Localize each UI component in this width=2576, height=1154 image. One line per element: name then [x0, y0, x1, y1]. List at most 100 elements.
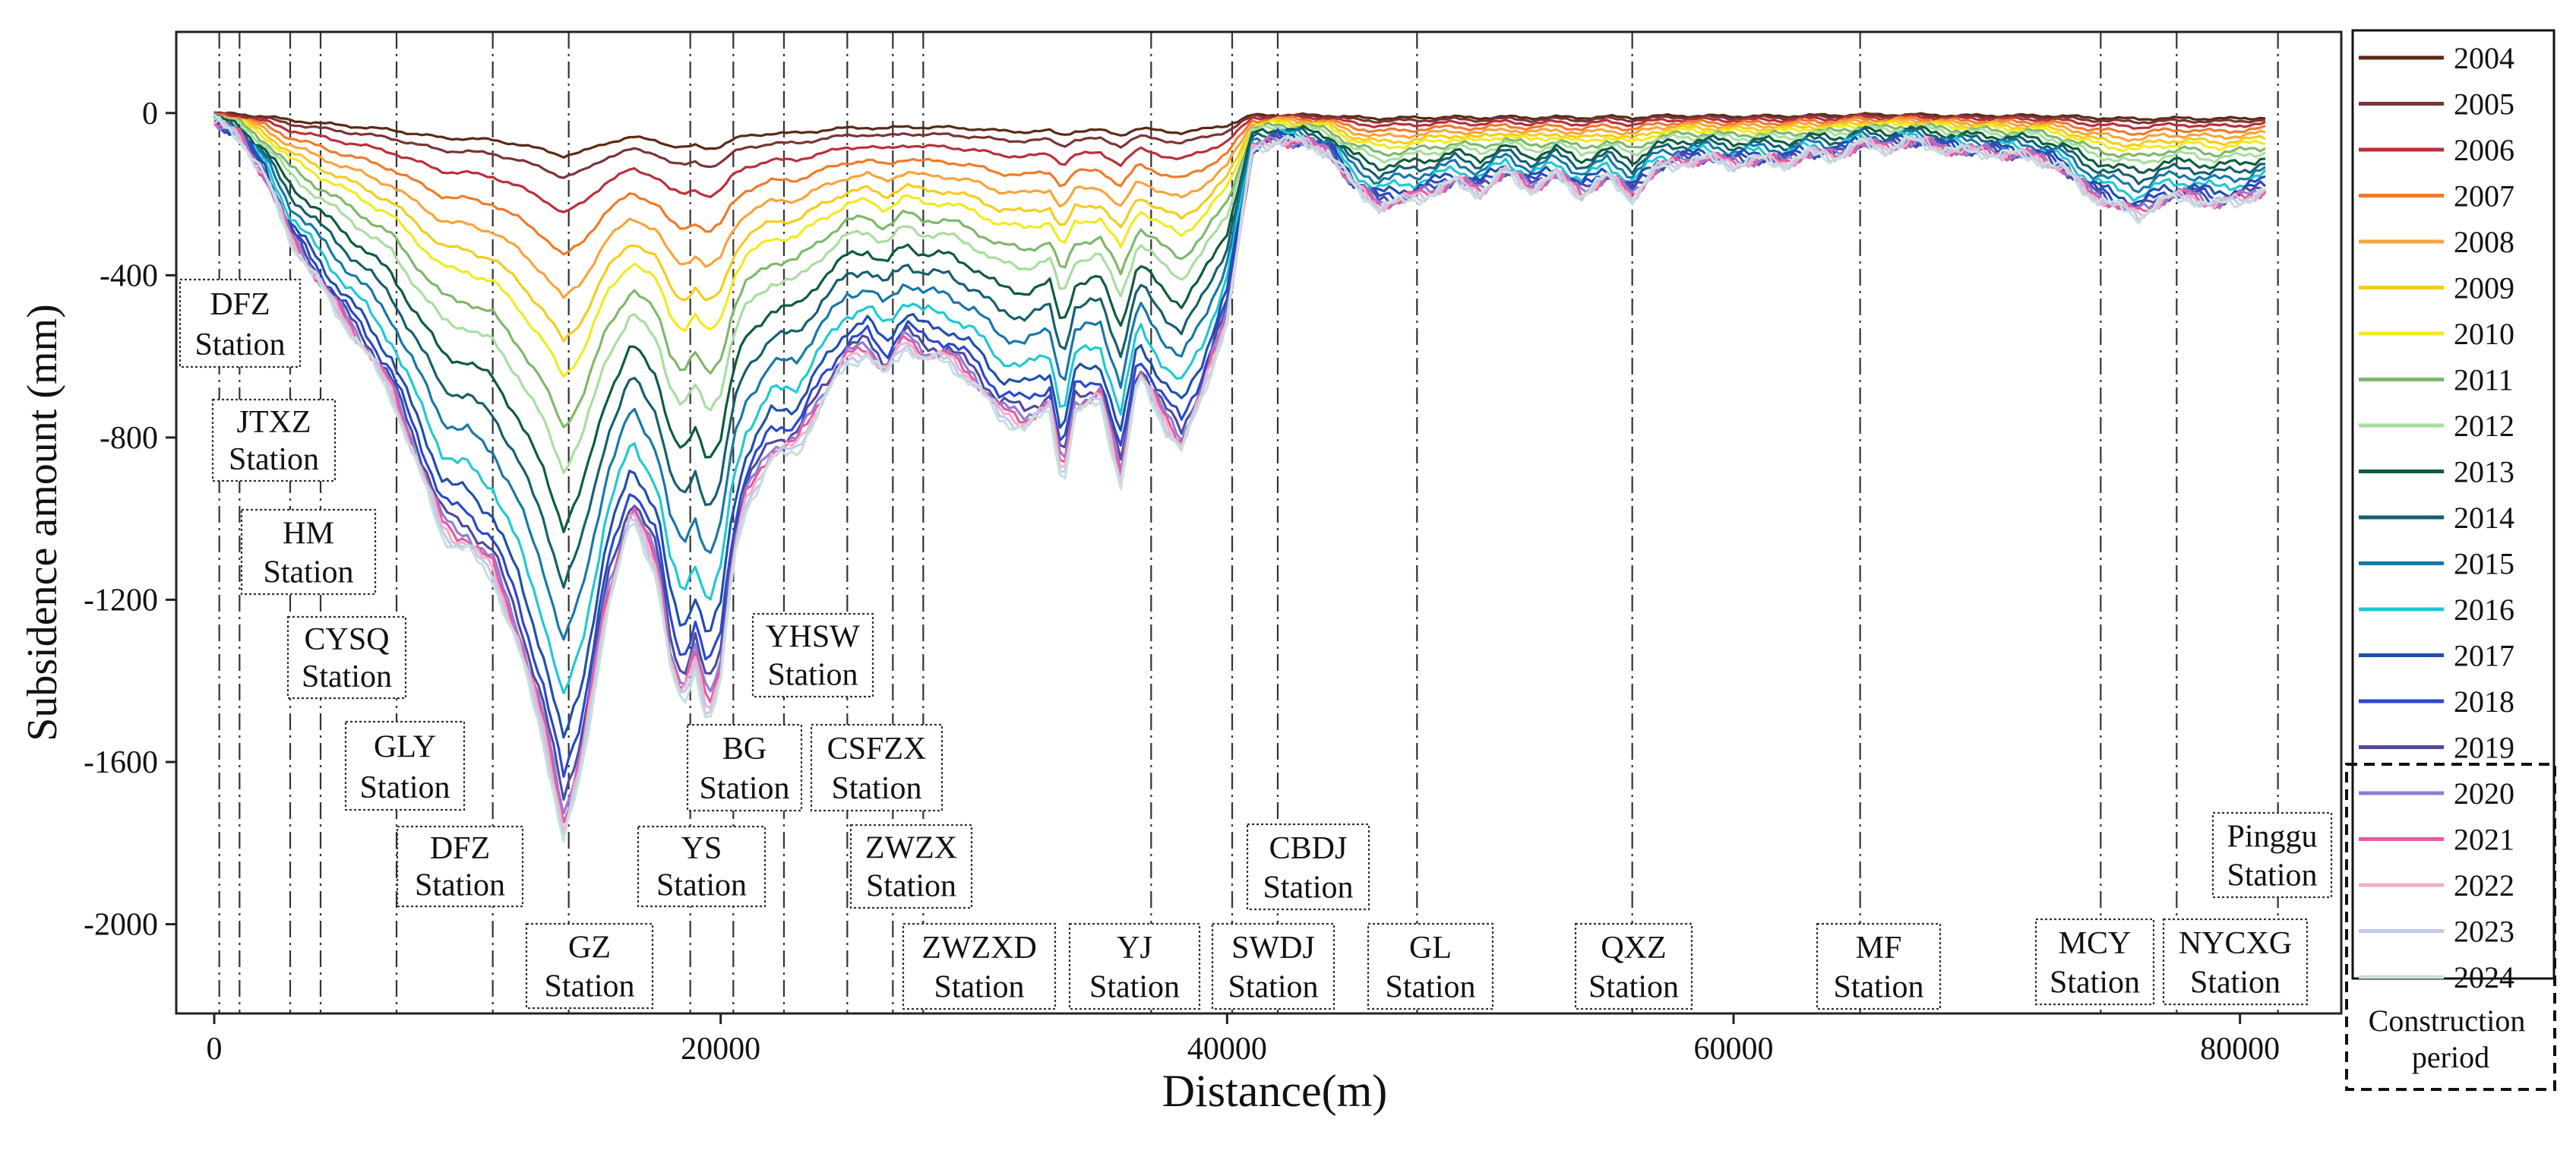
legend-item-2008: 2008: [2359, 225, 2514, 259]
series-line-2024: [213, 113, 2266, 843]
station-name: DFZ: [430, 831, 490, 866]
station-box: [179, 278, 302, 368]
legend-label: 2023: [2454, 915, 2514, 949]
legend-item-2020: 2020: [2359, 776, 2514, 811]
legend-item-2021: 2021: [2359, 823, 2514, 857]
station-box: [686, 723, 803, 812]
legend: 2004 2005 2006 2007 2008 2009 2010 2011 2012 2013…: [2359, 41, 2514, 994]
series-line-2016: [213, 115, 2267, 694]
station-label-6: GZ Station: [525, 922, 654, 1010]
legend-label: 2007: [2454, 179, 2514, 213]
legend-label: 2012: [2454, 409, 2514, 443]
legend-item-2006: 2006: [2359, 133, 2514, 167]
station-label-2: HM Station: [240, 508, 377, 596]
series-line-2010: [213, 115, 2266, 378]
x-tick-label-4: 80000: [2200, 1032, 2280, 1067]
legend-label: 2017: [2454, 639, 2514, 673]
legend-item-2019: 2019: [2359, 731, 2514, 765]
station-word: Station: [194, 327, 285, 362]
station-name: DFZ: [210, 287, 270, 322]
series-line-2013: [213, 114, 2266, 533]
x-axis-label: Distance(m): [1162, 1066, 1388, 1116]
station-word: Station: [2227, 858, 2317, 893]
series-line-2007: [213, 112, 2266, 256]
legend-item-2017: 2017: [2359, 639, 2514, 673]
station-name: YJ: [1117, 931, 1152, 966]
station-label-20: NYCXG Station: [2162, 918, 2309, 1006]
station-word: Station: [415, 868, 505, 903]
legend-item-2005: 2005: [2359, 87, 2514, 122]
legend-label: 2013: [2454, 455, 2514, 489]
station-name: SWDJ: [1231, 931, 1315, 966]
station-word: Station: [1228, 969, 1318, 1004]
station-word: Station: [1385, 969, 1475, 1004]
station-name: ZWZXD: [921, 931, 1037, 966]
station-label-15: CBDJ Station: [1246, 823, 1370, 911]
legend-label: 2005: [2454, 87, 2514, 122]
y-tick-label-2: -800: [100, 421, 158, 456]
station-name: GZ: [568, 930, 611, 965]
station-name: CSFZX: [827, 732, 927, 767]
station-name: QXZ: [1601, 931, 1666, 966]
station-word: Station: [1588, 969, 1679, 1004]
station-label-8: BG Station: [686, 723, 803, 812]
legend-item-2024: 2024: [2359, 960, 2514, 994]
station-label-4: GLY Station: [344, 720, 466, 811]
legend-item-2023: 2023: [2359, 915, 2514, 949]
construction-period-box: [2345, 763, 2556, 1091]
series-line-2008: [213, 114, 2266, 299]
legend-item-2011: 2011: [2359, 363, 2514, 397]
station-box: [2162, 918, 2309, 1006]
station-box: [344, 720, 466, 811]
station-word: Station: [1833, 969, 1923, 1004]
station-word: Station: [544, 969, 634, 1004]
station-label-10: CSFZX Station: [810, 723, 943, 812]
station-word: Station: [263, 555, 353, 590]
legend-box: [2351, 29, 2555, 980]
station-word: Station: [302, 659, 392, 694]
legend-label: 2019: [2454, 731, 2514, 765]
legend-label: 2018: [2454, 684, 2514, 719]
x-tick-label-1: 20000: [681, 1032, 760, 1067]
station-box: [240, 508, 377, 596]
station-label-19: MCY Station: [2034, 918, 2155, 1006]
legend-label: 2004: [2454, 41, 2514, 75]
legend-label: 2008: [2454, 225, 2514, 259]
station-name: ZWZX: [865, 831, 957, 866]
station-box: [902, 922, 1057, 1010]
legend-item-2012: 2012: [2359, 409, 2514, 443]
legend-label: 2006: [2454, 133, 2514, 167]
series-lines: [213, 111, 2267, 843]
y-tick-label-0: 0: [142, 96, 158, 131]
station-name: CBDJ: [1269, 831, 1348, 866]
station-name: HM: [283, 516, 334, 551]
station-label-0: DFZ Station: [179, 278, 302, 368]
legend-label: 2020: [2454, 776, 2514, 811]
y-tick-label-1: -400: [100, 258, 158, 293]
station-box: [211, 398, 337, 482]
legend-item-2007: 2007: [2359, 179, 2514, 213]
legend-item-2014: 2014: [2359, 501, 2514, 535]
legend-label: 2010: [2454, 317, 2514, 351]
legend-label: 2024: [2454, 960, 2514, 994]
series-line-2006: [213, 111, 2266, 213]
series-line-2015: [213, 112, 2266, 641]
y-tick-label-3: -1200: [84, 583, 158, 618]
legend-label: 2015: [2454, 547, 2514, 581]
y-tick-label-5: -2000: [84, 908, 158, 943]
legend-item-2013: 2013: [2359, 455, 2514, 489]
station-box: [1367, 922, 1494, 1010]
station-box: [396, 825, 524, 908]
